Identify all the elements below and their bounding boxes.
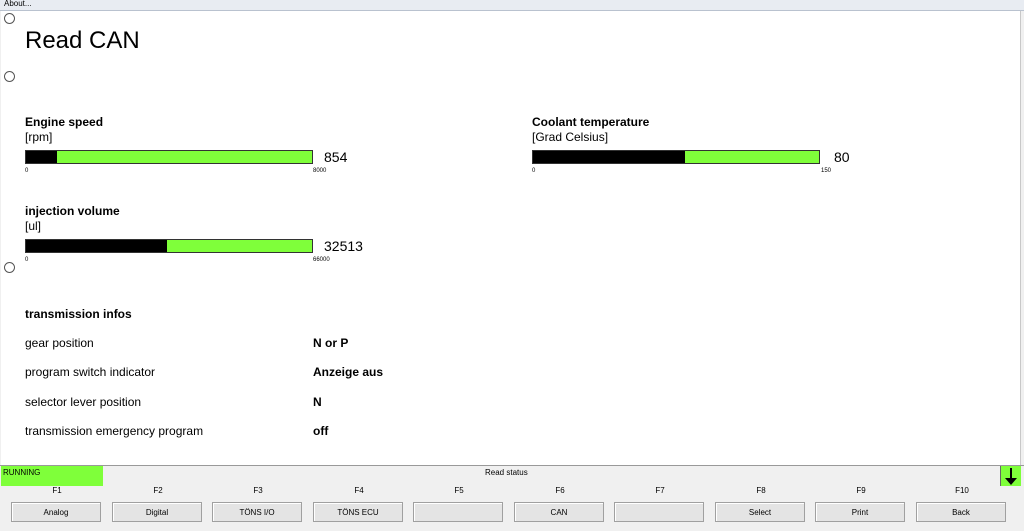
transmission-row: gear position N or P (25, 336, 525, 352)
tons-io-button[interactable]: TÖNS I/O (212, 502, 302, 522)
status-bar: RUNNING Read status (0, 465, 1024, 486)
print-button[interactable]: Print (815, 502, 905, 522)
main-panel: Read CAN Engine speed [rpm] 854 0 8000 C… (1, 11, 1021, 465)
coolant-temperature-value: 80 (834, 149, 850, 165)
transmission-row: transmission emergency program off (25, 424, 525, 440)
function-key-bar: F1 Analog F2 Digital F3 TÖNS I/O F4 TÖNS… (0, 486, 1024, 531)
injection-volume-value: 32513 (324, 238, 363, 254)
transmission-row-value: N (313, 395, 322, 409)
injection-volume-max: 66000 (313, 257, 330, 263)
transmission-row-label: program switch indicator (25, 365, 156, 379)
coolant-temperature-bar-fill (533, 151, 686, 163)
tons-ecu-button[interactable]: TÖNS ECU (313, 502, 403, 522)
transmission-row: selector lever position N (25, 395, 525, 411)
scroll-down-button[interactable] (1000, 466, 1021, 486)
analog-button[interactable]: Analog (11, 502, 101, 522)
coolant-temperature-min: 0 (532, 168, 536, 174)
engine-speed-gauge: Engine speed [rpm] 854 0 8000 (25, 115, 385, 177)
can-button[interactable]: CAN (514, 502, 604, 522)
fkey-label: F1 (52, 486, 62, 495)
radio-button-3[interactable] (4, 262, 15, 273)
transmission-section-title: transmission infos (25, 307, 132, 321)
f5-button[interactable] (413, 502, 503, 522)
fkey-label: F7 (655, 486, 665, 495)
transmission-row-label: selector lever position (25, 395, 142, 409)
engine-speed-bar-fill (26, 151, 57, 163)
transmission-row-value: Anzeige aus (313, 365, 384, 379)
injection-volume-bar (25, 239, 313, 253)
engine-speed-max: 8000 (313, 168, 327, 174)
fkey-label: F10 (955, 486, 969, 495)
coolant-temperature-gauge: Coolant temperature [Grad Celsius] 80 0 … (532, 115, 892, 177)
menu-bar: About... (0, 0, 1024, 11)
running-indicator: RUNNING (1, 466, 103, 486)
f7-button[interactable] (614, 502, 704, 522)
engine-speed-unit: [rpm] (25, 130, 53, 144)
injection-volume-bar-fill (26, 240, 167, 252)
page-title: Read CAN (25, 27, 140, 54)
transmission-row-value: off (313, 424, 329, 438)
fkey-label: F9 (856, 486, 866, 495)
back-button[interactable]: Back (916, 502, 1006, 522)
status-text: Read status (485, 468, 528, 477)
injection-volume-min: 0 (25, 257, 29, 263)
injection-volume-label: injection volume (25, 204, 120, 218)
fkey-label: F5 (454, 486, 464, 495)
transmission-row: program switch indicator Anzeige aus (25, 365, 525, 381)
injection-volume-unit: [ul] (25, 219, 42, 233)
engine-speed-min: 0 (25, 168, 29, 174)
running-indicator-text: RUNNING (3, 468, 41, 477)
arrow-down-icon (1005, 468, 1017, 485)
injection-volume-gauge: injection volume [ul] 32513 0 66000 (25, 204, 385, 266)
engine-speed-bar (25, 150, 313, 164)
menu-item-about[interactable]: About... (4, 0, 32, 8)
coolant-temperature-unit: [Grad Celsius] (532, 130, 609, 144)
engine-speed-value: 854 (324, 149, 348, 165)
fkey-label: F6 (555, 486, 565, 495)
fkey-label: F3 (253, 486, 263, 495)
transmission-row-value: N or P (313, 336, 349, 350)
radio-button-2[interactable] (4, 71, 15, 82)
engine-speed-label: Engine speed (25, 115, 104, 129)
fkey-label: F8 (756, 486, 766, 495)
coolant-temperature-max: 150 (821, 168, 832, 174)
fkey-label: F2 (153, 486, 163, 495)
transmission-row-label: transmission emergency program (25, 424, 204, 438)
select-button[interactable]: Select (715, 502, 805, 522)
digital-button[interactable]: Digital (112, 502, 202, 522)
coolant-temperature-label: Coolant temperature (532, 115, 650, 129)
transmission-row-label: gear position (25, 336, 94, 350)
fkey-label: F4 (354, 486, 364, 495)
coolant-temperature-bar (532, 150, 820, 164)
radio-button-1[interactable] (4, 13, 15, 24)
